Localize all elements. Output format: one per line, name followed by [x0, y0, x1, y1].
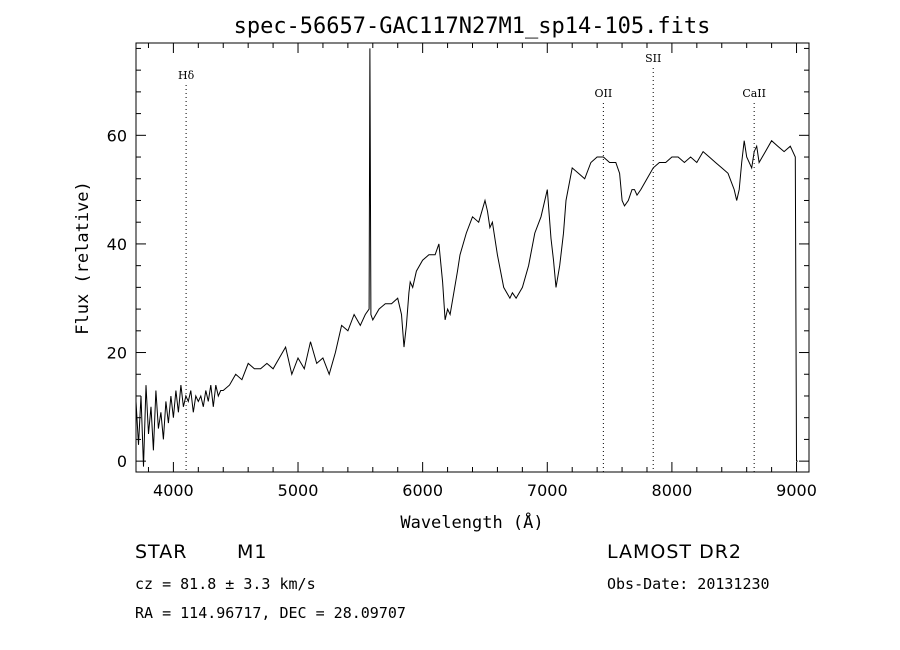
line-label: OII — [595, 87, 613, 100]
x-tick-label: 6000 — [402, 481, 443, 500]
plot-frame — [135, 42, 810, 473]
x-axis-label: Wavelength (Å) — [400, 511, 543, 533]
line-label: SII — [645, 52, 661, 65]
line-label: Hδ — [178, 69, 195, 82]
axis-ticks: 4000 5000 6000 7000 8000 9000 0 20 40 60 — [107, 43, 817, 500]
y-tick-label: 40 — [107, 235, 127, 254]
ra-dec: RA = 114.96717, DEC = 28.09707 — [135, 604, 406, 622]
x-tick-label: 9000 — [776, 481, 817, 500]
spectrum-series — [135, 48, 798, 467]
object-subclass: M1 — [237, 541, 268, 563]
y-axis-label: Flux (relative) — [73, 181, 93, 335]
axes-box — [135, 42, 810, 473]
redshift-cz: cz = 81.8 ± 3.3 km/s — [135, 575, 316, 593]
x-tick-label: 4000 — [153, 481, 194, 500]
x-tick-label: 8000 — [652, 481, 693, 500]
emission-lines: Hδ OII SII CaII — [178, 52, 766, 472]
spectrum-line — [135, 48, 798, 467]
obs-date: Obs-Date: 20131230 — [607, 575, 770, 593]
y-tick-label: 20 — [107, 344, 127, 363]
survey-name: LAMOST DR2 — [607, 541, 742, 563]
x-tick-label: 7000 — [527, 481, 568, 500]
object-class: STAR — [135, 541, 188, 563]
line-label: CaII — [742, 87, 766, 100]
chart-title: spec-56657-GAC117N27M1_sp14-105.fits — [234, 14, 711, 39]
x-tick-label: 5000 — [278, 481, 319, 500]
y-tick-label: 60 — [107, 126, 127, 145]
y-tick-label: 0 — [117, 452, 127, 471]
